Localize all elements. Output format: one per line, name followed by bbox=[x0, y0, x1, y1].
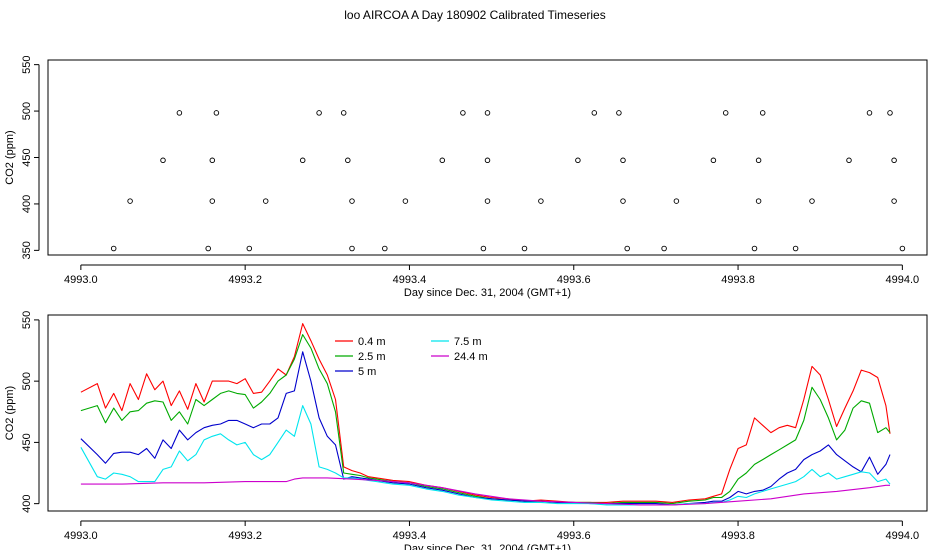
y-tick-label: 500 bbox=[21, 372, 33, 390]
x-tick-label: 4993.4 bbox=[393, 530, 427, 542]
data-point bbox=[213, 110, 220, 116]
x-tick-label: 4993.8 bbox=[721, 274, 755, 286]
data-point bbox=[710, 157, 717, 164]
legend-label: 0.4 m bbox=[358, 336, 386, 348]
data-point bbox=[484, 198, 491, 204]
data-point bbox=[538, 198, 544, 204]
x-tick-label: 4993.2 bbox=[228, 530, 262, 542]
data-point bbox=[402, 198, 409, 204]
data-point bbox=[439, 157, 446, 164]
legend-label: 24.4 m bbox=[454, 351, 488, 363]
data-point bbox=[575, 157, 581, 164]
data-point bbox=[755, 157, 762, 164]
x-axis-label: Day since Dec. 31, 2004 (GMT+1) bbox=[404, 543, 571, 550]
top-panel-timeseries-points: 4993.0 4993.2 4993.4 4993.6 4993.8 4994.0 Day … bbox=[4, 55, 928, 299]
y-axis-label: CO2 (ppm) bbox=[4, 386, 16, 440]
data-point bbox=[616, 110, 622, 116]
data-point bbox=[891, 157, 897, 164]
data-point bbox=[460, 110, 466, 116]
data-point bbox=[891, 198, 897, 204]
y-tick-label: 400 bbox=[21, 195, 33, 213]
data-point bbox=[262, 198, 269, 204]
legend-label: 7.5 m bbox=[454, 336, 482, 348]
data-point bbox=[127, 198, 133, 204]
y-tick-label: 450 bbox=[21, 148, 33, 166]
plot-area bbox=[110, 110, 906, 252]
x-tick-label: 4993.0 bbox=[64, 274, 98, 286]
data-point bbox=[110, 245, 117, 252]
series-line-1 bbox=[80, 334, 891, 505]
x-tick-label: 4994.0 bbox=[886, 274, 920, 286]
data-point bbox=[349, 245, 355, 252]
data-point bbox=[349, 198, 355, 204]
x-tick-label: 4993.6 bbox=[557, 530, 591, 542]
data-point bbox=[866, 110, 873, 116]
data-point bbox=[887, 110, 893, 116]
x-tick-label: 4993.6 bbox=[557, 274, 591, 286]
plot-frame bbox=[47, 314, 928, 512]
series-line-3 bbox=[80, 405, 891, 506]
data-point bbox=[340, 110, 347, 116]
data-point bbox=[620, 198, 626, 204]
x-tick-label: 4993.0 bbox=[64, 530, 98, 542]
x-axis-label: Day since Dec. 31, 2004 (GMT+1) bbox=[404, 287, 571, 299]
y-tick-label: 400 bbox=[21, 494, 33, 512]
plot-area bbox=[80, 323, 891, 506]
x-tick-label: 4993.8 bbox=[721, 530, 755, 542]
x-tick-label: 4993.2 bbox=[228, 274, 262, 286]
data-point bbox=[809, 198, 815, 204]
data-point bbox=[624, 245, 630, 252]
data-point bbox=[160, 157, 166, 164]
x-tick-label: 4993.4 bbox=[393, 274, 427, 286]
data-point bbox=[176, 110, 183, 116]
data-point bbox=[316, 110, 322, 116]
figure-title: loo AIRCOA A Day 180902 Calibrated Times… bbox=[344, 8, 605, 22]
data-point bbox=[345, 157, 351, 164]
y-tick-label: 350 bbox=[21, 241, 33, 259]
y-axis-label: CO2 (ppm) bbox=[4, 130, 16, 184]
series-line-2 bbox=[80, 351, 891, 506]
data-point bbox=[480, 245, 487, 252]
data-point bbox=[661, 245, 667, 252]
data-point bbox=[382, 245, 388, 252]
data-point bbox=[899, 245, 906, 252]
series-line-4 bbox=[80, 477, 890, 506]
data-point bbox=[299, 157, 306, 164]
data-point bbox=[722, 110, 729, 116]
data-point bbox=[620, 157, 626, 164]
y-tick-label: 550 bbox=[21, 55, 33, 73]
legend-label: 5 m bbox=[358, 366, 376, 378]
data-point bbox=[673, 198, 680, 204]
data-point bbox=[751, 245, 758, 252]
y-tick-label: 450 bbox=[21, 433, 33, 451]
y-tick-label: 500 bbox=[21, 102, 33, 120]
data-point bbox=[521, 245, 528, 252]
bottom-panel-timeseries-lines: 4993.0 4993.2 4993.4 4993.6 4993.8 4994.0 Day … bbox=[4, 311, 928, 550]
legend: 0.4 m 2.5 m 5 m 7.5 m 24.4 m bbox=[335, 336, 488, 378]
data-point bbox=[591, 110, 598, 116]
data-point bbox=[246, 245, 253, 252]
data-point bbox=[209, 157, 216, 164]
data-point bbox=[484, 157, 491, 164]
data-point bbox=[759, 110, 766, 116]
data-point bbox=[209, 198, 216, 204]
x-tick-label: 4994.0 bbox=[886, 530, 920, 542]
plot-frame bbox=[47, 59, 928, 256]
data-point bbox=[846, 157, 852, 164]
data-point bbox=[484, 110, 491, 116]
y-tick-label: 550 bbox=[21, 311, 33, 329]
data-point bbox=[205, 245, 211, 252]
legend-label: 2.5 m bbox=[358, 351, 386, 363]
data-point bbox=[792, 245, 799, 252]
data-point bbox=[755, 198, 762, 204]
